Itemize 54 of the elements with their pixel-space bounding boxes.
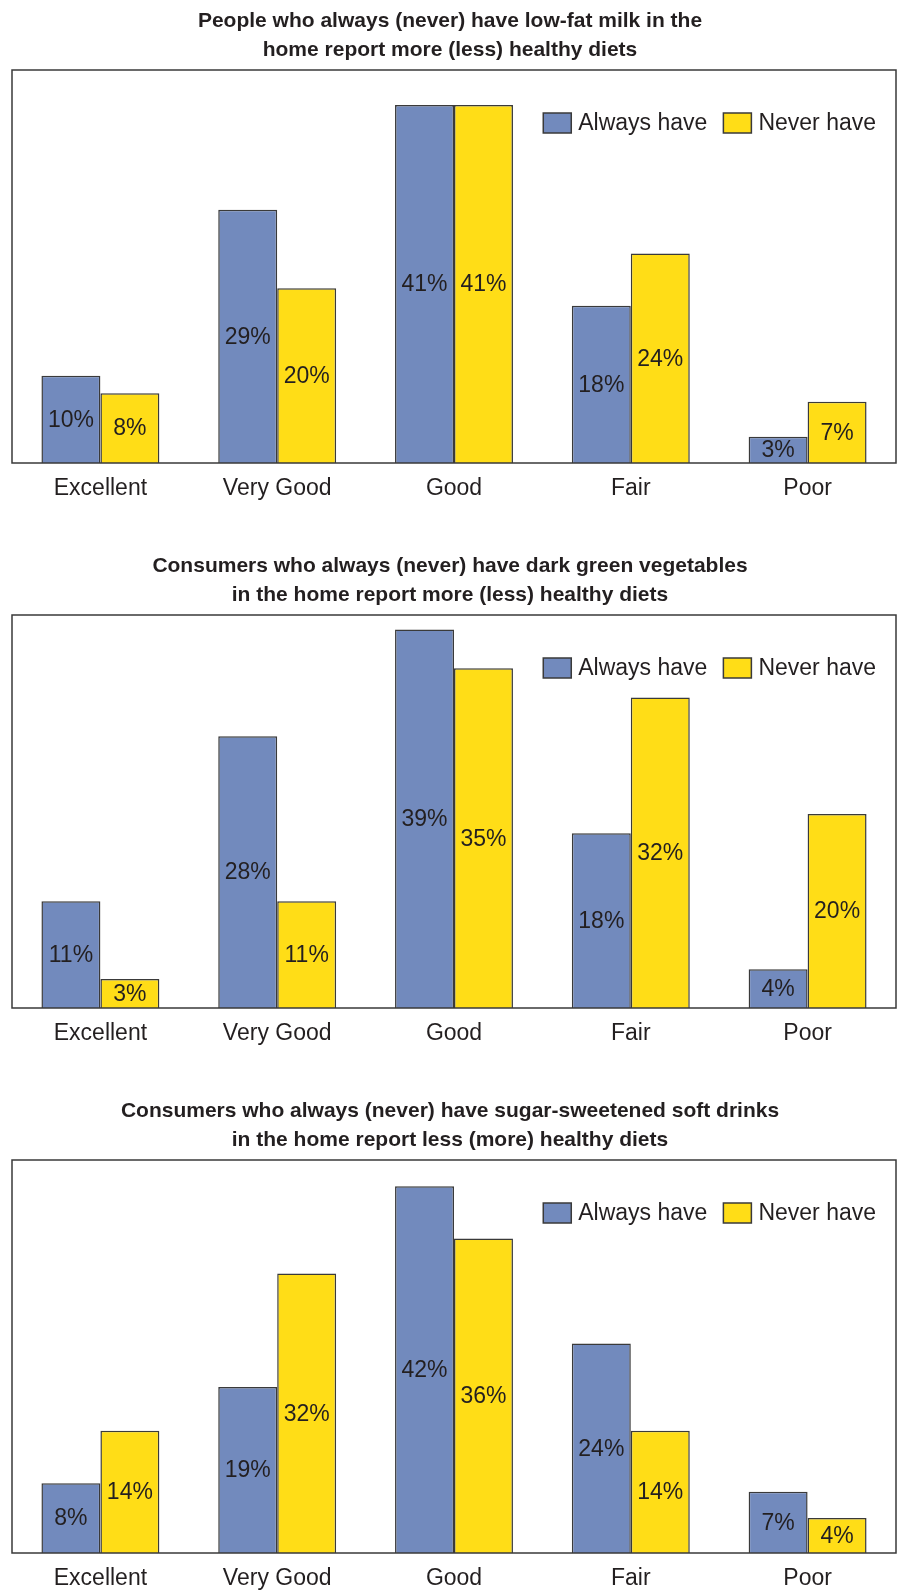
x-tick-label: Poor — [783, 474, 833, 501]
x-tick-label: Excellent — [53, 474, 148, 501]
data-label: 41% — [401, 270, 448, 297]
legend-label: Always have — [578, 1199, 708, 1226]
legend-label: Never have — [758, 109, 877, 136]
x-tick-label: Very Good — [222, 1564, 332, 1591]
data-label: 8% — [113, 414, 147, 441]
data-label: 8% — [54, 1504, 88, 1531]
data-label: 3% — [761, 436, 795, 463]
chart-title: Consumers who always (never) have dark green vegetables in the home report more (less) healthy diets — [151, 552, 749, 607]
data-label: 3% — [113, 979, 147, 1006]
data-label: 32% — [637, 839, 684, 866]
legend-label: Never have — [758, 1199, 877, 1226]
data-label: 7% — [761, 1508, 795, 1535]
data-label: 35% — [460, 824, 507, 851]
x-tick-label: Fair — [610, 474, 651, 501]
data-label: 11% — [284, 940, 329, 967]
data-label: 32% — [283, 1399, 330, 1426]
data-label: 4% — [761, 974, 795, 1001]
x-tick-label: Very Good — [222, 474, 332, 501]
data-label: 39% — [401, 805, 448, 832]
x-tick-label: Fair — [610, 1564, 651, 1591]
data-label: 14% — [637, 1478, 684, 1505]
x-tick-label: Poor — [783, 1019, 833, 1046]
data-label: 14% — [106, 1478, 153, 1505]
data-label: 29% — [224, 322, 271, 349]
data-label: 42% — [401, 1355, 448, 1382]
data-label: 28% — [224, 858, 271, 885]
data-label: 18% — [578, 907, 625, 934]
x-tick-label: Excellent — [53, 1019, 148, 1046]
data-label: 36% — [460, 1382, 507, 1409]
data-label: 7% — [820, 418, 854, 445]
data-label: 20% — [283, 362, 330, 389]
data-label: 4% — [820, 1521, 854, 1548]
data-label: 18% — [578, 370, 625, 397]
x-tick-label: Fair — [610, 1019, 651, 1046]
x-tick-label: Good — [425, 474, 483, 501]
x-tick-label: Very Good — [222, 1019, 332, 1046]
data-label: 24% — [578, 1434, 625, 1461]
legend-label: Always have — [578, 109, 708, 136]
data-label: 10% — [47, 405, 94, 432]
x-tick-label: Excellent — [53, 1564, 148, 1591]
x-tick-label: Good — [425, 1019, 483, 1046]
data-label: 20% — [814, 897, 861, 924]
data-label: 24% — [637, 344, 684, 371]
x-tick-label: Poor — [783, 1564, 833, 1591]
chart-title: Consumers who always (never) have sugar-sweetened soft drinks in the home report less (more) healthy diets — [119, 1097, 781, 1152]
legend-label: Never have — [758, 654, 877, 681]
data-label: 19% — [224, 1456, 271, 1483]
data-label: 11% — [48, 940, 94, 967]
data-label: 41% — [460, 270, 507, 297]
chart-title: People who always (never) have low-fat milk in the home report more (less) healthy diets — [196, 7, 704, 62]
x-tick-label: Good — [425, 1564, 483, 1591]
legend-label: Always have — [578, 654, 708, 681]
